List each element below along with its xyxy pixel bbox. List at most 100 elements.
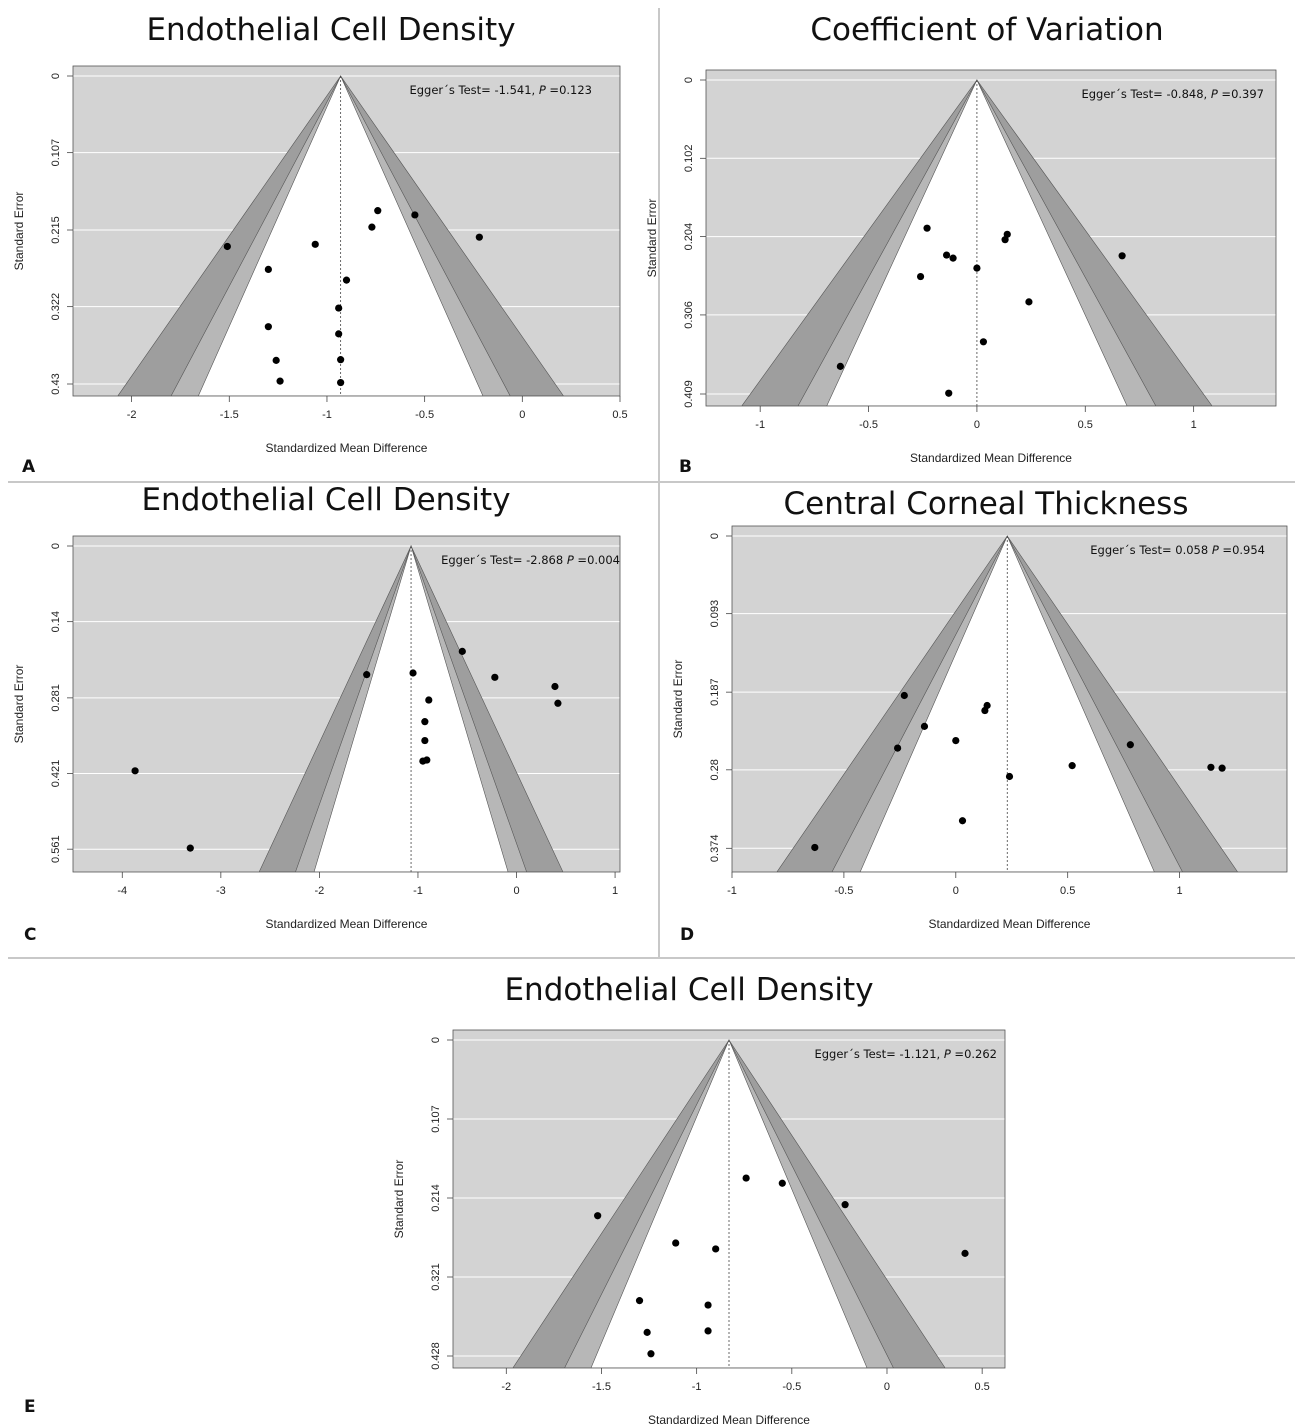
study-point (368, 223, 376, 231)
study-point (923, 224, 931, 232)
chart-title: Endothelial Cell Density (504, 972, 873, 1008)
panel-b: 0 0.102 0.204 0.306 0.409 -1 -0.5 0 0.5 1 Standard… (645, 12, 1277, 477)
y-tick-label: 0.107 (50, 139, 62, 167)
y-tick-label: 0.14 (50, 611, 62, 632)
plot-frame (72, 535, 621, 873)
study-point (1207, 763, 1215, 771)
panel-label: D (680, 925, 694, 945)
x-tick-label: 1 (1191, 419, 1197, 431)
study-point (1118, 252, 1126, 260)
study-point (458, 647, 466, 655)
study-point (311, 240, 319, 248)
egger-test-annotation: Egger´s Test= -0.848, P =0.397 (1081, 87, 1264, 101)
x-tick-label: 0.5 (1060, 885, 1075, 897)
x-tick-label: -0.5 (782, 1381, 801, 1393)
study-point (647, 1350, 655, 1358)
x-tick-label: -0.5 (834, 885, 853, 897)
study-point (672, 1239, 680, 1247)
study-point (643, 1328, 651, 1336)
study-point (836, 362, 844, 370)
panel-label: E (24, 1397, 36, 1417)
study-point (342, 276, 351, 284)
x-axis-label: Standardized Mean Difference (910, 451, 1072, 465)
study-point (894, 744, 902, 752)
y-tick-label: 0.409 (683, 380, 695, 408)
study-point (131, 767, 139, 775)
egger-test-annotation: Egger´s Test= -2.868 P =0.004 (441, 553, 620, 567)
x-tick-label: -0.5 (859, 419, 878, 431)
study-point (1218, 764, 1226, 772)
study-point (704, 1327, 712, 1335)
study-point (920, 722, 929, 730)
study-point (945, 389, 953, 397)
y-tick-label: 0.306 (683, 301, 695, 329)
x-tick-label: 0 (953, 885, 959, 897)
x-tick-label: -4 (117, 885, 127, 897)
x-tick-label: -1.5 (592, 1381, 611, 1393)
study-point (475, 233, 483, 241)
study-point (973, 264, 981, 272)
study-point (223, 242, 231, 251)
egger-test-annotation: Egger´s Test= 0.058 P =0.954 (1090, 543, 1265, 557)
study-point (551, 682, 559, 691)
y-axis-label: Standard Error (12, 192, 26, 271)
study-point (942, 251, 951, 259)
y-tick-label: 0.428 (430, 1342, 442, 1370)
panel-label: C (24, 925, 36, 945)
study-point (811, 843, 819, 852)
study-point (337, 356, 345, 364)
study-point (900, 691, 908, 700)
study-point (1025, 298, 1033, 306)
y-tick-label: 0.421 (50, 760, 62, 788)
study-point (1068, 762, 1076, 770)
y-tick-label: 0.43 (50, 373, 62, 394)
x-tick-label: -2 (501, 1381, 511, 1393)
plot-frame (731, 525, 1288, 873)
y-tick-label: 0.215 (50, 216, 62, 244)
funnel-region-90 (826, 79, 1128, 406)
y-tick-label: 0.187 (709, 678, 721, 706)
chart-title: Coefficient of Variation (810, 12, 1163, 48)
y-tick-label: 0.214 (430, 1184, 442, 1212)
panel-label: B (679, 457, 692, 477)
y-tick-label: 0 (430, 1037, 442, 1043)
x-tick-label: -1.5 (220, 409, 239, 421)
panel-d: 0 0.093 0.187 0.28 0.374 -1 -0.5 0 0.5 1 Standardi… (671, 486, 1288, 945)
panel-e: 0 0.107 0.214 0.321 0.428 -2 -1.5 -1 -0.5 0 0.5 Sta… (24, 972, 1006, 1426)
x-tick-label: -0.5 (415, 409, 434, 421)
y-tick-label: 0.204 (683, 223, 695, 251)
study-point (958, 817, 967, 825)
study-point (981, 706, 989, 715)
study-point (374, 207, 382, 215)
study-point (778, 1179, 786, 1187)
x-tick-label: 0 (513, 885, 519, 897)
x-tick-label: -1 (413, 885, 423, 897)
plot-frame (452, 1029, 1006, 1369)
chart-title: Endothelial Cell Density (141, 482, 510, 518)
y-tick-label: 0.561 (50, 835, 62, 863)
y-axis-label: Standard Error (645, 199, 659, 278)
study-point (409, 669, 417, 677)
y-tick-label: 0.321 (430, 1263, 442, 1291)
y-tick-label: 0.28 (709, 759, 721, 780)
y-tick-label: 0.374 (709, 835, 721, 863)
y-tick-label: 0.102 (683, 145, 695, 173)
study-point (635, 1297, 644, 1305)
study-point (949, 254, 957, 262)
x-tick-label: -3 (216, 885, 226, 897)
y-axis-label: Standard Error (392, 1160, 406, 1239)
y-tick-label: 0 (50, 543, 62, 549)
x-tick-label: 0 (974, 419, 980, 431)
study-point (421, 718, 429, 726)
study-point (712, 1245, 720, 1253)
plot-frame (705, 69, 1277, 407)
study-point (742, 1174, 750, 1182)
study-point (916, 272, 925, 281)
study-point (952, 736, 960, 745)
study-point (704, 1301, 712, 1309)
panel-label: A (22, 457, 36, 477)
study-point (423, 756, 431, 764)
x-tick-label: 0.5 (1078, 419, 1093, 431)
study-point (363, 671, 371, 679)
